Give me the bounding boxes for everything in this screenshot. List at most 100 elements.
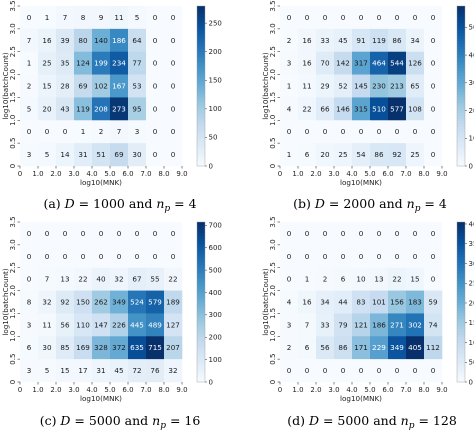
colorbar-segment <box>197 331 205 335</box>
cell-value-label: 0 <box>305 13 310 22</box>
colorbar-segment <box>457 72 465 76</box>
cell-value-label: 0 <box>395 13 400 22</box>
heatmap-cell <box>388 359 407 383</box>
cell-value-label: 119 <box>372 36 386 45</box>
cell-value-label: 0 <box>153 13 158 22</box>
colorbar-segment <box>197 302 205 306</box>
heatmap-cell <box>74 267 93 291</box>
heatmap-cell <box>164 267 183 291</box>
cell-value-label: 112 <box>426 343 440 352</box>
cell-value-label: 226 <box>112 320 126 329</box>
cell-value-label: 20 <box>42 104 52 113</box>
colorbar-segment <box>457 331 465 335</box>
colorbar-segment <box>457 286 465 290</box>
colorbar-segment <box>457 294 465 298</box>
cell-value-label: 0 <box>413 229 418 238</box>
heatmap-cell <box>334 97 353 121</box>
colorbar-segment <box>197 115 205 119</box>
cell-value-label: 124 <box>76 59 90 68</box>
heatmap-cell <box>164 290 183 314</box>
colorbar-segment <box>197 371 205 375</box>
cell-value-label: 208 <box>94 104 108 113</box>
colorbar-tick-label: 250 <box>209 19 222 27</box>
cell-value-label: 0 <box>171 104 176 113</box>
x-tick-label: 4.0 <box>86 386 97 394</box>
colorbar-segment <box>197 376 205 380</box>
heatmap-cell <box>334 313 353 337</box>
cell-value-label: 183 <box>408 298 422 307</box>
colorbar-segment <box>197 24 205 28</box>
heatmap-cell <box>406 336 425 360</box>
cell-value-label: 0 <box>395 127 400 136</box>
colorbar-segment <box>457 30 465 34</box>
colorbar-segment <box>457 347 465 351</box>
colorbar-segment <box>197 32 205 36</box>
colorbar-segment <box>457 326 465 330</box>
cell-value-label: 92 <box>392 150 401 159</box>
heatmap-cell <box>334 143 353 167</box>
cell-value-label: 579 <box>148 298 162 307</box>
heatmap-cell <box>334 51 353 75</box>
colorbar-segment <box>197 62 205 66</box>
colorbar-segment <box>457 136 465 140</box>
cell-value-label: 45 <box>114 366 123 375</box>
colorbar-tick-label: 300 <box>209 311 222 319</box>
cell-value-label: 544 <box>390 59 404 68</box>
heatmap-cell <box>424 51 443 75</box>
colorbar-segment <box>457 14 465 18</box>
colorbar-segment <box>457 238 465 242</box>
colorbar-segment <box>457 91 465 95</box>
colorbar-tick-label: 50 <box>209 134 218 142</box>
colorbar-segment <box>457 320 465 324</box>
colorbar-segment <box>197 355 205 359</box>
colorbar-segment <box>457 336 465 340</box>
heatmap-cell <box>56 222 75 246</box>
heatmap-cell <box>56 267 75 291</box>
heatmap-cell <box>20 97 39 121</box>
x-tick-label: 9.0 <box>176 170 187 178</box>
colorbar-segment <box>457 254 465 258</box>
colorbar-segment <box>457 230 465 234</box>
colorbar-segment <box>457 342 465 346</box>
colorbar-segment <box>457 288 465 292</box>
caption-part: p <box>415 204 421 214</box>
heatmap-cell <box>370 120 389 144</box>
cell-value-label: 186 <box>112 36 126 45</box>
cell-value-label: 13 <box>60 275 69 284</box>
colorbar-segment <box>457 344 465 348</box>
colorbar-segment <box>457 24 465 28</box>
cell-value-label: 10 <box>356 275 366 284</box>
heatmap-cell <box>164 120 183 144</box>
cell-value-label: 0 <box>359 13 364 22</box>
colorbar-segment <box>197 163 205 167</box>
heatmap-cell <box>352 336 371 360</box>
heatmap-cell <box>110 313 129 337</box>
heatmap-cell <box>298 267 317 291</box>
colorbar-segment <box>197 88 205 92</box>
cell-value-label: 0 <box>117 229 122 238</box>
colorbar-segment <box>457 374 465 378</box>
colorbar-segment <box>197 35 205 39</box>
colorbar-segment <box>197 112 205 116</box>
heatmap-cell <box>388 336 407 360</box>
cell-value-label: 0 <box>287 127 292 136</box>
heatmap-cell <box>280 74 299 98</box>
heatmap-cell <box>280 267 299 291</box>
cell-value-label: 69 <box>78 82 88 91</box>
cell-value-label: 0 <box>117 252 122 261</box>
x-tick-label: 5.0 <box>104 170 115 178</box>
heatmap-cell <box>316 51 335 75</box>
cell-value-label: 14 <box>60 150 70 159</box>
x-tick-label: 4.0 <box>86 170 97 178</box>
colorbar-segment <box>197 102 205 106</box>
heatmap-cell <box>164 336 183 360</box>
cell-value-label: 229 <box>372 343 386 352</box>
cell-value-label: 317 <box>354 59 368 68</box>
y-tick-label: 2.0 <box>9 285 17 296</box>
heatmap-cell <box>370 359 389 383</box>
cell-value-label: 0 <box>341 127 346 136</box>
heatmap-cell <box>38 359 57 383</box>
cell-value-label: 95 <box>132 104 141 113</box>
caption-part: p <box>164 204 170 214</box>
heatmap-cell <box>424 313 443 337</box>
